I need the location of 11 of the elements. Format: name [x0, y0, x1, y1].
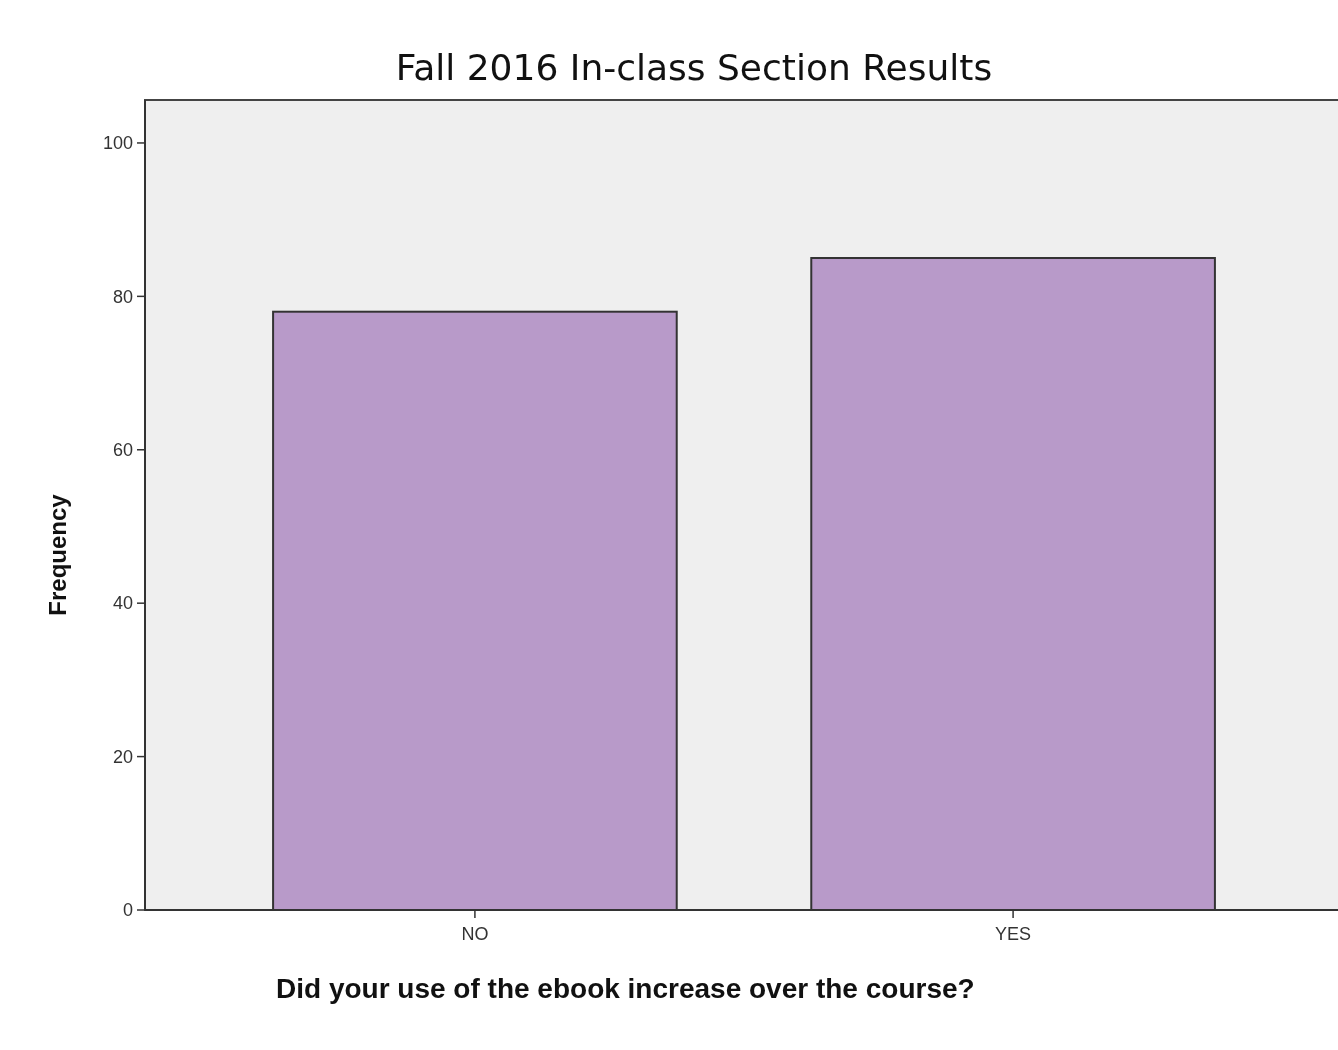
y-tick-label: 0	[122, 900, 133, 921]
y-tick-label: 20	[112, 746, 133, 767]
y-tick-label: 40	[112, 593, 133, 614]
chart-title: Fall 2016 In-class Section Results	[395, 47, 993, 88]
x-tick-label: YES	[995, 924, 1032, 944]
y-tick-label: 60	[112, 440, 133, 461]
y-tick-label: 80	[112, 286, 133, 307]
y-tick-label: 100	[102, 133, 133, 154]
y-axis-title: Frequency	[44, 493, 71, 616]
x-axis-title: Did your use of the ebook increase over the course?	[276, 973, 975, 1004]
x-tick-label: NO	[461, 924, 489, 944]
